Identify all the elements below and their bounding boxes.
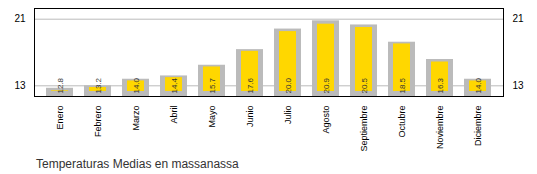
svg-text:14.0: 14.0 bbox=[132, 77, 141, 93]
svg-text:15.7: 15.7 bbox=[208, 77, 217, 93]
svg-text:Julio: Julio bbox=[283, 106, 293, 125]
svg-text:Enero: Enero bbox=[55, 106, 65, 130]
html-text:Temperaturas Medias en massana: Temperaturas Medias en massanassa bbox=[36, 157, 239, 171]
svg-text:14.4: 14.4 bbox=[170, 77, 179, 93]
svg-text:Marzo: Marzo bbox=[131, 106, 141, 131]
svg-text:21: 21 bbox=[513, 13, 525, 24]
svg-text:Junio: Junio bbox=[245, 106, 255, 128]
svg-text:Octubre: Octubre bbox=[397, 106, 407, 138]
svg-text:Abril: Abril bbox=[169, 106, 179, 124]
svg-text:13: 13 bbox=[513, 80, 525, 91]
svg-text:Diciembre: Diciembre bbox=[473, 106, 483, 147]
svg-text:13: 13 bbox=[14, 80, 26, 91]
svg-text:20.0: 20.0 bbox=[284, 77, 293, 93]
svg-text:21: 21 bbox=[14, 13, 26, 24]
svg-text:Noviembre: Noviembre bbox=[435, 106, 445, 150]
svg-text:16.3: 16.3 bbox=[436, 77, 445, 93]
svg-text:20.5: 20.5 bbox=[360, 77, 369, 93]
svg-text:18.5: 18.5 bbox=[398, 77, 407, 93]
svg-text:Agosto: Agosto bbox=[321, 106, 331, 134]
svg-text:17.6: 17.6 bbox=[246, 77, 255, 93]
svg-text:Febrero: Febrero bbox=[93, 106, 103, 138]
svg-text:14.0: 14.0 bbox=[474, 77, 483, 93]
svg-text:Mayo: Mayo bbox=[207, 106, 217, 128]
svg-text:Septiembre: Septiembre bbox=[359, 106, 369, 152]
svg-text:12.8: 12.8 bbox=[56, 77, 65, 93]
svg-text:13.2: 13.2 bbox=[94, 77, 103, 93]
svg-text:20.9: 20.9 bbox=[322, 77, 331, 93]
